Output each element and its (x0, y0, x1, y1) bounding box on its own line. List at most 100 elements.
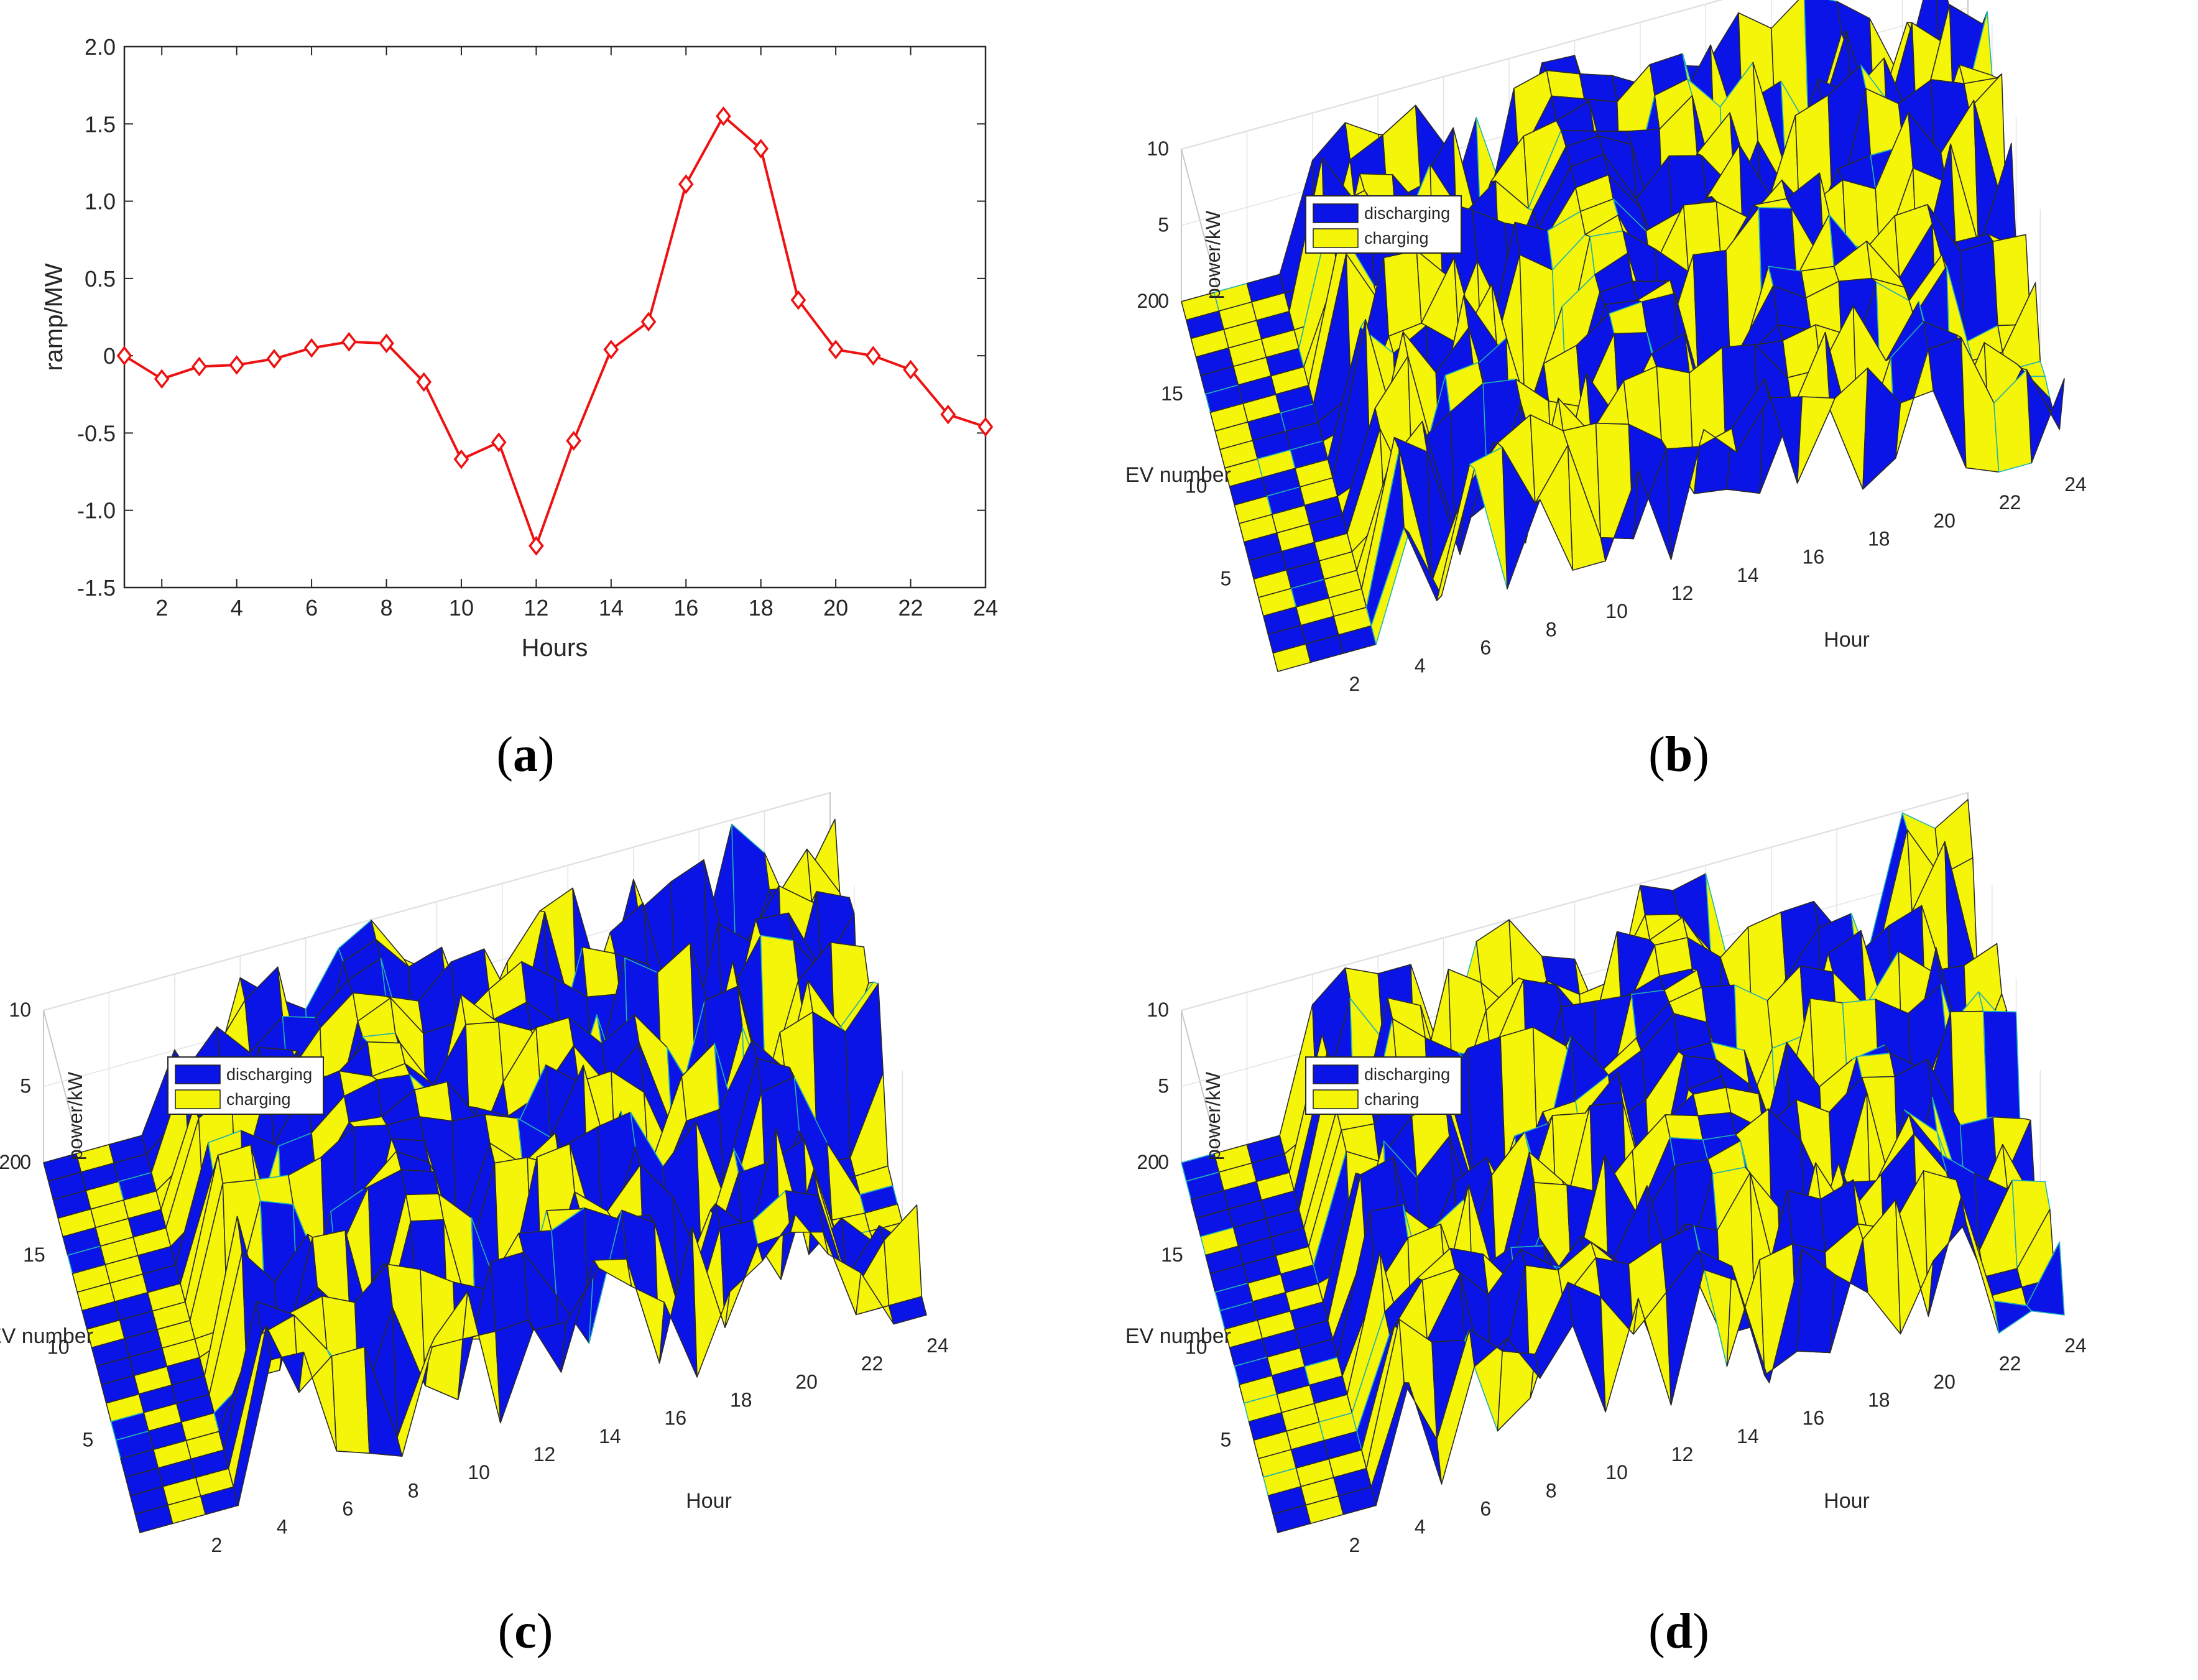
data-point (229, 355, 245, 375)
x-tick-label: 24 (926, 1334, 949, 1357)
y-tick-label: 10 (47, 1336, 70, 1359)
caption-c-letter: c (514, 1604, 537, 1659)
y-axis-label: EV number (1125, 463, 1231, 487)
surface-patch (1665, 428, 1705, 560)
x-tick-label: 24 (2064, 1334, 2087, 1357)
y-tick-label: 5 (1220, 1428, 1231, 1451)
surface-patch (405, 1193, 445, 1222)
data-point (491, 432, 507, 453)
surface-patch (581, 946, 621, 998)
x-tick-label: 12 (524, 595, 548, 621)
x-tick-label: 6 (1480, 1498, 1491, 1520)
x-tick-label: 20 (1933, 1370, 1956, 1393)
z-tick-label: 10 (1147, 999, 1169, 1021)
z-tick-label: 5 (1158, 214, 1169, 236)
x-tick-label: 4 (1415, 1516, 1426, 1538)
surface-patch (1579, 73, 1618, 103)
x-tick-label: 8 (1546, 1479, 1557, 1502)
x-tick-label: 20 (795, 1370, 818, 1393)
z-axis-label: power/kW (1202, 210, 1224, 299)
x-tick-label: 10 (468, 1461, 490, 1484)
x-tick-label: 24 (2064, 473, 2087, 496)
legend-swatch-discharging (175, 1064, 221, 1084)
data-point (678, 174, 694, 195)
data-point (416, 372, 432, 392)
data-point (977, 417, 994, 437)
legend-label-discharging: discharging (1364, 204, 1450, 223)
y-tick-label: -0.5 (77, 420, 116, 446)
caption-a-letter: a (513, 727, 538, 782)
z-tick-label: 10 (1147, 137, 1169, 160)
surface-patch (1856, 1053, 1895, 1078)
y-tick-label: 20 (0, 1151, 21, 1173)
surface-patch (490, 1252, 529, 1332)
legend-label-charging: charging (1364, 229, 1429, 247)
x-axis-label: Hour (1824, 628, 1870, 652)
caption-b-letter: b (1665, 727, 1693, 782)
data-point (940, 404, 956, 425)
x-tick-label: 22 (861, 1352, 884, 1375)
x-tick-label: 8 (1546, 618, 1557, 640)
panel-a-ylabel: ramp/MW (40, 263, 68, 371)
back-grid-line (43, 792, 831, 1011)
panel-a-ticks: 2 4 6 8 10 12 14 16 18 20 22 24-1.5-1.0-0.500.51.01… (77, 34, 998, 621)
surface (1181, 0, 2065, 672)
back-grid-line (1181, 792, 1969, 1011)
caption-d: (d) (1648, 1604, 1709, 1659)
surface (43, 818, 927, 1533)
surface-patch (331, 1346, 370, 1454)
y-tick-label: 15 (1161, 382, 1183, 405)
back-grid-line (1181, 0, 1723, 150)
y-tick-label: 10 (1185, 475, 1208, 497)
surface-patch (2026, 1241, 2065, 1316)
panel-a-xlabel: Hours (522, 634, 588, 662)
x-tick-label: 14 (599, 1425, 621, 1447)
x-tick-label: 14 (1737, 1425, 1759, 1447)
x-tick-label: 4 (231, 595, 243, 621)
data-point (154, 369, 170, 389)
data-point (903, 359, 918, 380)
y-tick-label: 20 (1137, 290, 1159, 312)
y-tick-label: 5 (1220, 567, 1231, 589)
x-tick-label: 20 (1933, 509, 1956, 532)
x-tick-label: 16 (673, 595, 698, 621)
x-tick-label: 16 (665, 1407, 687, 1429)
z-tick-label: 0 (1158, 290, 1169, 312)
panel-a-series (116, 106, 994, 556)
data-point (566, 431, 581, 451)
x-tick-label: 14 (599, 595, 624, 621)
data-point (753, 139, 769, 159)
surface (1181, 799, 2065, 1533)
z-tick-label: 5 (1158, 1075, 1169, 1097)
x-tick-label: 16 (1803, 546, 1825, 568)
surface-patch (1959, 241, 1998, 343)
z-axis-label: power/kW (64, 1071, 86, 1160)
surface-patch (1796, 396, 1836, 484)
x-tick-label: 4 (1415, 655, 1426, 677)
caption-d-letter: d (1665, 1604, 1693, 1659)
data-point (828, 339, 844, 360)
x-tick-label: 10 (1605, 1461, 1628, 1484)
surface-patch (400, 1169, 440, 1196)
legend-label-discharging: discharging (1364, 1065, 1450, 1084)
surface-patch (495, 1319, 534, 1424)
data-point (640, 312, 657, 332)
x-tick-label: 12 (1671, 1443, 1694, 1465)
y-axis-label: EV number (1125, 1324, 1231, 1348)
surface-patch (1640, 885, 1679, 916)
y-tick-label: 0 (103, 343, 116, 369)
y-tick-label: 1.5 (85, 111, 116, 137)
surface-patch (1928, 337, 1967, 469)
legend-swatch-charging (1313, 228, 1359, 248)
z-tick-label: 10 (9, 999, 31, 1021)
z-axis-label: power/kW (1202, 1071, 1224, 1160)
legend: discharging charing (1305, 1056, 1462, 1115)
surface-patch (1383, 249, 1422, 337)
x-tick-label: 8 (381, 595, 393, 621)
x-tick-label: 6 (305, 595, 318, 621)
x-tick-label: 6 (342, 1498, 353, 1520)
